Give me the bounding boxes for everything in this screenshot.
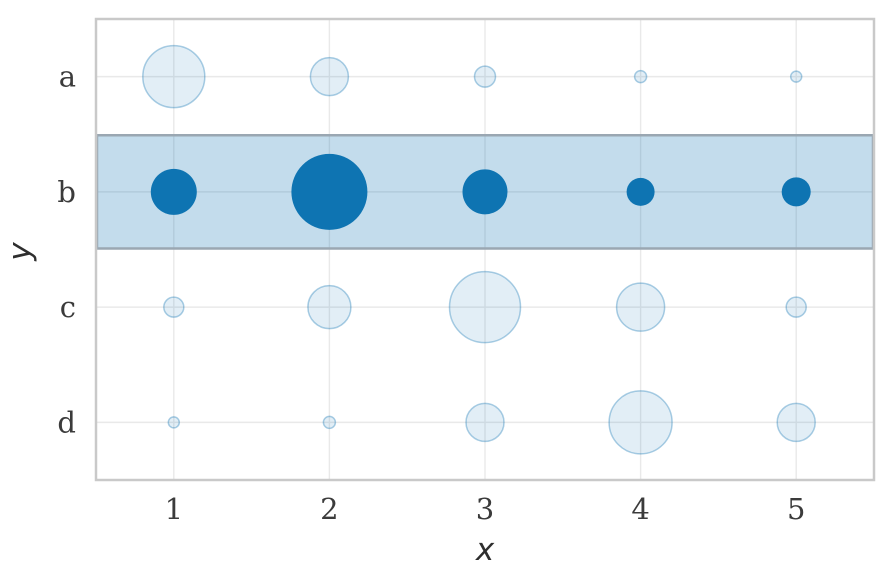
- bubble-d-5: [776, 402, 816, 443]
- bubble-c-1: [163, 296, 185, 318]
- x-tick-label-4: 4: [631, 492, 649, 526]
- bubble-d-3: [465, 402, 505, 443]
- bubble-d-4: [608, 390, 673, 455]
- bubble-b-3: [462, 169, 508, 215]
- bubble-d-2: [322, 415, 337, 430]
- plot-border: [94, 17, 876, 482]
- bubble-b-1: [150, 168, 197, 215]
- bubble-a-4: [633, 69, 648, 84]
- y-tick-label-d: d: [57, 405, 76, 439]
- x-axis-title: x: [475, 532, 495, 568]
- x-tick-label-2: 2: [320, 492, 338, 526]
- bubble-b-5: [781, 177, 811, 207]
- bubble-a-1: [142, 44, 206, 109]
- x-tick-label-5: 5: [787, 492, 805, 526]
- x-tick-label-1: 1: [165, 492, 183, 526]
- bubble-c-3: [448, 270, 522, 344]
- y-tick-label-a: a: [59, 60, 76, 94]
- bubble-c-5: [785, 296, 807, 318]
- y-tick-label-c: c: [60, 290, 76, 324]
- bubble-a-3: [473, 65, 497, 88]
- bubble-c-4: [615, 282, 666, 332]
- bubble-c-2: [307, 284, 352, 330]
- y-axis-title: y: [2, 242, 38, 262]
- bubble-a-2: [309, 56, 350, 97]
- bubble-b-4: [626, 177, 655, 206]
- x-tick-label-3: 3: [476, 492, 494, 526]
- bubble-a-5: [789, 70, 803, 83]
- y-tick-label-b: b: [57, 175, 76, 209]
- bubble-d-1: [167, 416, 181, 429]
- bubble-b-2: [291, 153, 368, 230]
